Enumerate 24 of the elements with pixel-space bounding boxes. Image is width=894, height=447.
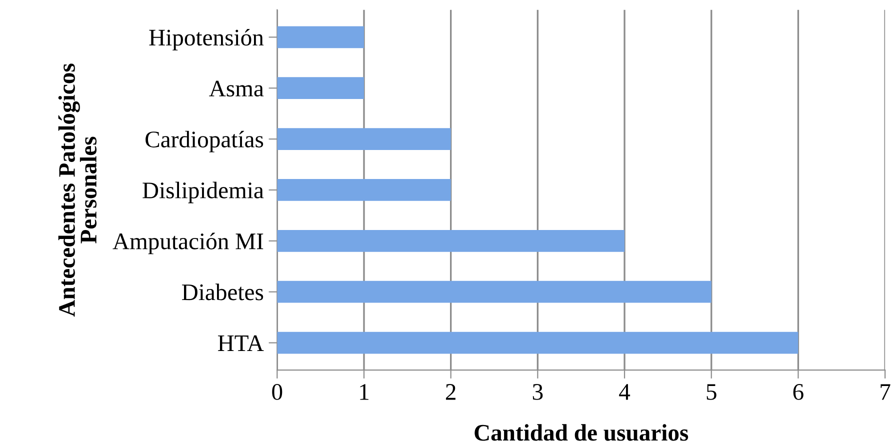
bar <box>277 77 364 100</box>
x-tick-label: 7 <box>880 384 890 400</box>
y-axis-title: Antecedentes Patológicos Personales <box>58 64 97 317</box>
y-tick-label: Asma <box>209 80 264 97</box>
x-tick-label: 3 <box>532 384 543 400</box>
y-tick-label: Dislipidemia <box>142 182 264 204</box>
bar <box>277 179 451 201</box>
x-tick-label: 4 <box>619 384 630 400</box>
x-tick-label: 2 <box>446 384 456 400</box>
y-tick-label: Diabetes <box>182 284 264 300</box>
x-tick-label: 1 <box>360 384 368 400</box>
y-tick-label: Cardiopatías <box>146 130 264 152</box>
x-axis-title: Cantidad de usuarios <box>474 424 688 441</box>
x-tick-label: 5 <box>706 384 716 400</box>
bar <box>277 230 625 252</box>
x-tick-label: 0 <box>272 384 282 400</box>
y-tick-label: HTA <box>218 335 264 351</box>
bar <box>277 332 798 354</box>
x-tick-label: 6 <box>793 384 804 400</box>
y-tick-label: Hipotensión <box>149 28 264 50</box>
bar <box>277 280 712 303</box>
bar <box>277 26 364 48</box>
y-tick-label: Amputación MI <box>112 232 264 254</box>
bar <box>277 128 451 150</box>
